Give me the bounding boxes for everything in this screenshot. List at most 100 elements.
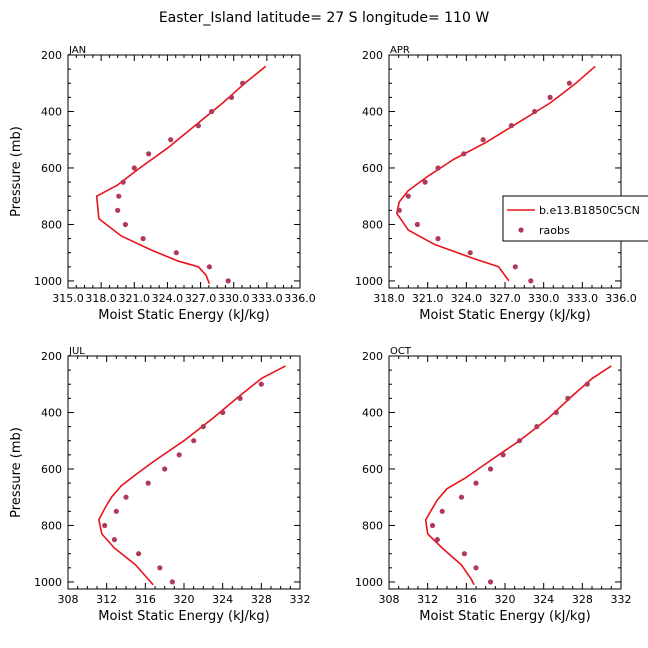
y-tick-label-oct: 200	[362, 350, 383, 363]
obs-point-jul	[113, 508, 119, 514]
obs-point-oct	[461, 551, 467, 557]
obs-point-oct	[487, 466, 494, 472]
obs-point-oct	[473, 565, 479, 571]
model-line-apr	[395, 65, 596, 282]
model-line-jul	[98, 365, 286, 586]
panel-label-oct: OCT	[390, 346, 412, 357]
panel-label-jan: JAN	[68, 45, 86, 56]
x-tick-label-jul: 308	[58, 593, 79, 606]
obs-point-apr	[435, 236, 441, 242]
x-tick-label-apr: 321.0	[412, 292, 444, 305]
obs-point-jul	[136, 551, 142, 557]
x-tick-label-oct: 312	[417, 593, 438, 606]
y-tick-label-apr: 1000	[355, 275, 383, 288]
legend-model-label: b.e13.B1850C5CN	[539, 204, 640, 217]
data-layer-jan	[95, 65, 267, 285]
obs-point-jul	[191, 438, 197, 444]
y-tick-label-jan: 400	[41, 105, 62, 118]
obs-point-jan	[122, 221, 128, 228]
obs-point-jul	[169, 579, 175, 585]
obs-point-jul	[157, 565, 163, 571]
x-tick-label-apr: 330.0	[528, 292, 560, 305]
obs-point-jan	[240, 80, 246, 86]
y-tick-label-jan: 200	[41, 49, 62, 62]
x-tick-label-jul: 316	[135, 593, 156, 606]
x-tick-label-apr: 333.0	[567, 292, 599, 305]
obs-point-apr	[435, 165, 441, 171]
obs-point-apr	[396, 207, 402, 213]
x-tick-label-jan: 330.0	[218, 292, 250, 305]
y-tick-label-apr: 400	[362, 105, 383, 118]
y-tick-label-jul: 1000	[34, 576, 62, 589]
obs-point-jan	[146, 151, 152, 157]
obs-point-apr	[532, 108, 538, 115]
obs-point-jan	[116, 193, 122, 199]
obs-point-jan	[120, 179, 126, 185]
obs-point-jul	[237, 395, 243, 401]
x-axis-title-oct: Moist Static Energy (kJ/kg)	[419, 609, 590, 624]
x-tick-label-oct: 332	[611, 593, 632, 606]
y-tick-label-jan: 800	[41, 218, 62, 231]
x-tick-label-oct: 328	[572, 593, 593, 606]
obs-point-jul	[176, 452, 182, 458]
obs-point-apr	[480, 137, 486, 143]
obs-point-apr	[405, 193, 411, 199]
obs-point-apr	[512, 264, 518, 270]
x-tick-label-jul: 324	[212, 593, 233, 606]
x-tick-label-oct: 324	[533, 593, 554, 606]
obs-point-jan	[195, 123, 201, 129]
y-tick-label-jan: 600	[41, 162, 62, 175]
y-axis-title-jul: Pressure (mb)	[9, 427, 24, 518]
y-tick-label-oct: 600	[362, 463, 383, 476]
legend-box	[502, 195, 648, 242]
x-axis-title-jul: Moist Static Energy (kJ/kg)	[98, 609, 269, 624]
y-tick-label-apr: 600	[362, 162, 383, 175]
obs-point-apr	[528, 278, 534, 284]
obs-point-jul	[102, 522, 108, 529]
obs-point-jan	[225, 278, 231, 284]
obs-point-oct	[487, 579, 494, 585]
x-tick-label-jul: 332	[290, 593, 311, 606]
y-tick-label-oct: 400	[362, 406, 383, 419]
obs-point-jul	[200, 424, 206, 430]
obs-point-jan	[173, 250, 179, 256]
obs-point-oct	[429, 522, 436, 529]
obs-point-oct	[534, 424, 540, 430]
y-tick-label-jul: 600	[41, 463, 62, 476]
figure-title: Easter_Island latitude= 27 S longitude= …	[159, 10, 489, 26]
obs-point-jan	[228, 94, 235, 100]
x-tick-label-apr: 336.0	[605, 292, 637, 305]
obs-point-oct	[473, 480, 479, 486]
x-axis-title-jan: Moist Static Energy (kJ/kg)	[98, 308, 269, 323]
obs-point-apr	[508, 123, 514, 129]
obs-point-jan	[131, 165, 137, 171]
data-layer-jul	[98, 365, 286, 586]
obs-point-oct	[458, 494, 465, 500]
panel-label-apr: APR	[390, 45, 410, 56]
data-layer-apr	[395, 65, 596, 284]
obs-point-oct	[516, 438, 523, 444]
obs-point-jul	[220, 409, 226, 416]
obs-point-oct	[434, 537, 440, 543]
obs-point-oct	[565, 395, 571, 401]
obs-point-apr	[422, 179, 428, 185]
obs-point-oct	[500, 452, 506, 458]
x-tick-label-oct: 320	[495, 593, 516, 606]
obs-point-oct	[584, 381, 590, 387]
x-tick-label-apr: 324.0	[451, 292, 483, 305]
x-tick-label-jan: 318.0	[85, 292, 117, 305]
obs-point-jul	[111, 537, 117, 543]
obs-point-jan	[206, 264, 212, 270]
obs-point-apr	[566, 80, 573, 86]
model-line-oct	[424, 365, 612, 586]
y-tick-label-apr: 800	[362, 218, 383, 231]
obs-point-jul	[162, 466, 168, 472]
obs-point-apr	[414, 221, 420, 228]
obs-point-jan	[209, 108, 215, 115]
y-axis-title-jan: Pressure (mb)	[9, 126, 24, 217]
y-tick-label-oct: 1000	[355, 576, 383, 589]
x-tick-label-jan: 321.0	[119, 292, 151, 305]
obs-point-oct	[439, 508, 445, 514]
